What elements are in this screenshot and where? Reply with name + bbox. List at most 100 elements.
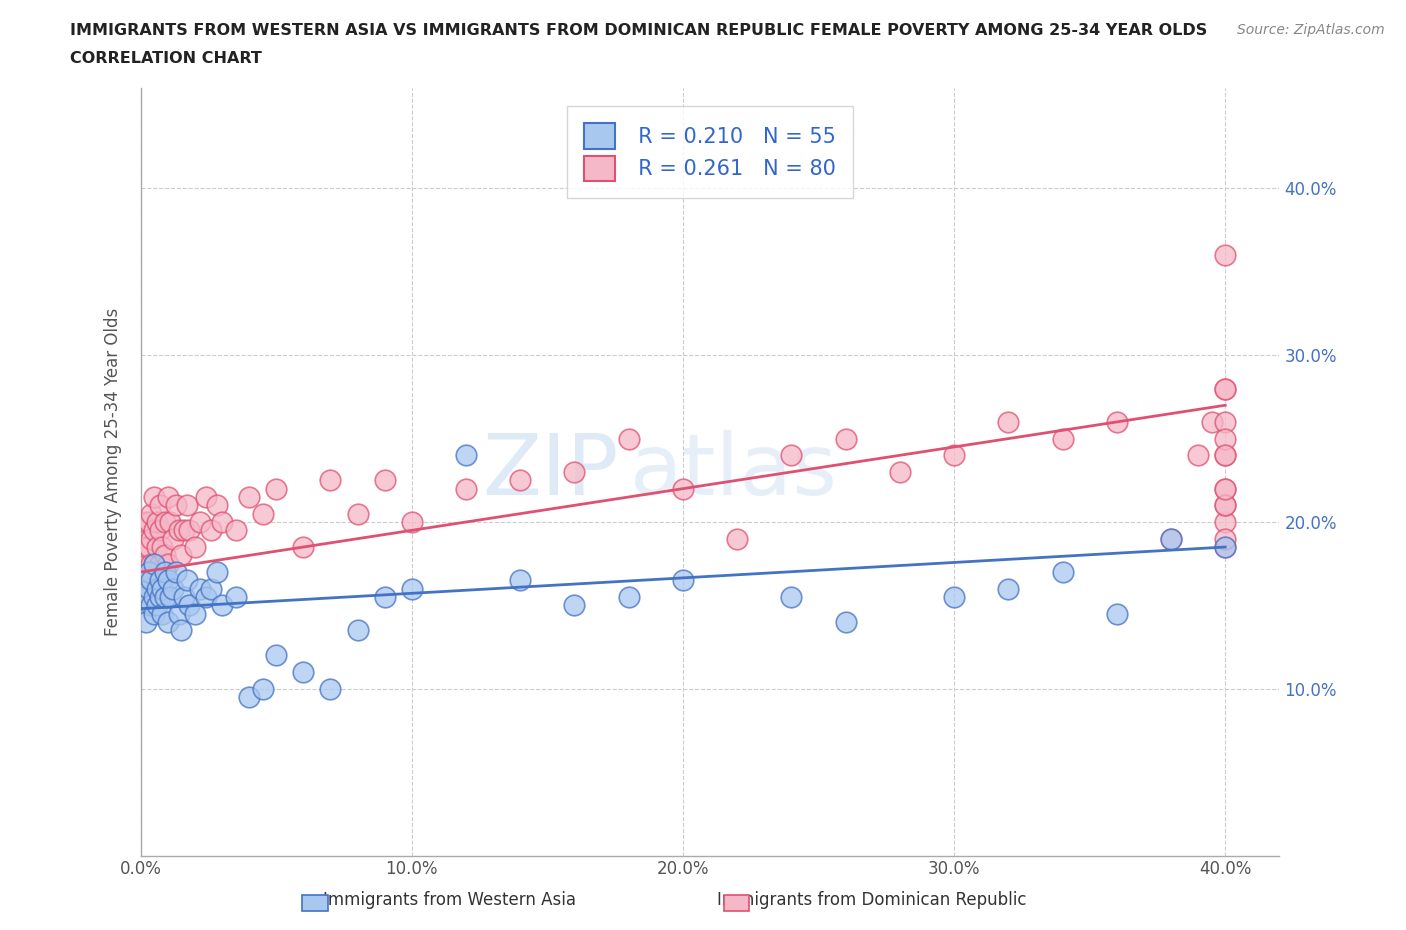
Point <box>454 448 477 463</box>
Point <box>143 523 166 538</box>
Point <box>132 590 155 604</box>
Point <box>1213 432 1236 446</box>
Point <box>238 489 260 504</box>
Point <box>146 514 169 529</box>
Point <box>292 665 315 680</box>
Point <box>188 514 211 529</box>
Point <box>238 690 260 705</box>
Point <box>143 489 166 504</box>
Point <box>170 548 193 563</box>
Point <box>150 573 173 588</box>
Text: Source: ZipAtlas.com: Source: ZipAtlas.com <box>1237 23 1385 37</box>
Point <box>141 506 163 521</box>
Point <box>141 573 163 588</box>
Point <box>149 498 172 512</box>
Point <box>200 523 222 538</box>
Point <box>1213 514 1236 529</box>
Point <box>153 565 176 579</box>
Point <box>401 581 423 596</box>
Point <box>150 581 173 596</box>
Point <box>143 606 166 621</box>
Point <box>165 565 187 579</box>
Point <box>319 682 342 697</box>
Point <box>149 523 172 538</box>
Point <box>564 465 586 480</box>
Point <box>138 565 160 579</box>
Point <box>1213 498 1236 512</box>
Point <box>179 598 201 613</box>
Point <box>153 590 176 604</box>
Point <box>617 590 640 604</box>
Point <box>135 573 157 588</box>
Point <box>374 590 396 604</box>
Point <box>252 682 274 697</box>
Point <box>156 615 179 630</box>
Point <box>149 556 172 571</box>
Point <box>1105 606 1128 621</box>
Point <box>143 581 166 596</box>
Point <box>194 489 217 504</box>
Point <box>188 581 211 596</box>
Point <box>211 514 233 529</box>
Point <box>1213 539 1236 554</box>
Point <box>150 606 173 621</box>
Point <box>264 648 287 663</box>
Point <box>132 548 155 563</box>
Point <box>141 598 163 613</box>
Point <box>205 498 228 512</box>
Text: ZIP: ZIP <box>482 431 619 513</box>
Point <box>156 489 179 504</box>
Point <box>780 448 803 463</box>
Point <box>780 590 803 604</box>
Point <box>162 581 184 596</box>
Point <box>889 465 911 480</box>
Point <box>1213 481 1236 496</box>
Point <box>156 573 179 588</box>
Point <box>252 506 274 521</box>
Point <box>135 615 157 630</box>
Point <box>292 539 315 554</box>
Point <box>225 590 247 604</box>
Point <box>1213 247 1236 262</box>
Point <box>319 472 342 487</box>
Point <box>1213 381 1236 396</box>
Point <box>184 539 207 554</box>
Point <box>135 539 157 554</box>
Point <box>132 590 155 604</box>
Point <box>509 573 531 588</box>
Point <box>150 539 173 554</box>
Point <box>509 472 531 487</box>
Point <box>997 415 1019 430</box>
Point <box>141 531 163 546</box>
Y-axis label: Female Poverty Among 25-34 Year Olds: Female Poverty Among 25-34 Year Olds <box>104 308 122 636</box>
Point <box>179 523 201 538</box>
Point <box>617 432 640 446</box>
Point <box>1213 498 1236 512</box>
Point <box>1213 448 1236 463</box>
Point <box>997 581 1019 596</box>
Point <box>1213 448 1236 463</box>
Text: CORRELATION CHART: CORRELATION CHART <box>70 51 262 66</box>
Point <box>138 581 160 596</box>
Point <box>167 523 190 538</box>
Point <box>672 481 695 496</box>
Point <box>138 514 160 529</box>
Text: IMMIGRANTS FROM WESTERN ASIA VS IMMIGRANTS FROM DOMINICAN REPUBLIC FEMALE POVERT: IMMIGRANTS FROM WESTERN ASIA VS IMMIGRAN… <box>70 23 1208 38</box>
Point <box>156 556 179 571</box>
Point <box>184 606 207 621</box>
Point <box>1213 381 1236 396</box>
Point <box>146 539 169 554</box>
Point <box>834 432 856 446</box>
Point <box>1160 531 1182 546</box>
Point <box>167 606 190 621</box>
Point <box>346 506 368 521</box>
Point <box>1213 531 1236 546</box>
Point <box>1187 448 1209 463</box>
Point <box>149 573 172 588</box>
Point <box>1213 415 1236 430</box>
Point <box>943 448 966 463</box>
Point <box>138 565 160 579</box>
Point <box>149 590 172 604</box>
Point <box>173 523 195 538</box>
Point <box>672 573 695 588</box>
